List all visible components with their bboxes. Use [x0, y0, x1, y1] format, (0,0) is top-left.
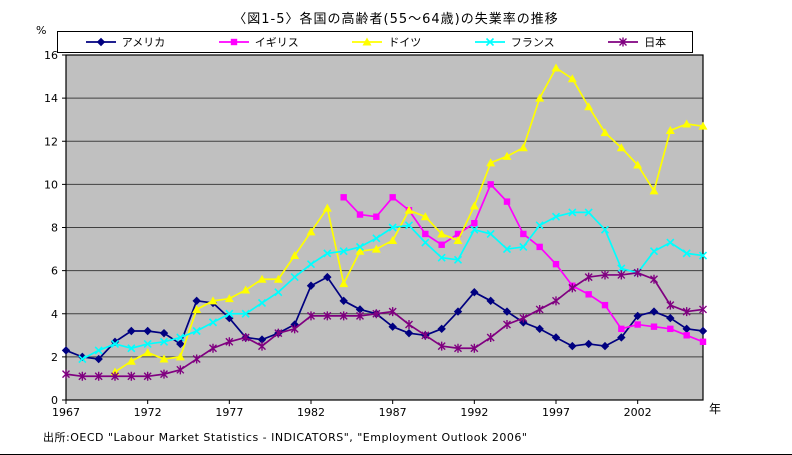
y-tick-label: 8: [51, 222, 58, 235]
gridlines: [66, 97, 703, 358]
series-france: [78, 208, 708, 364]
series-japan: [62, 268, 707, 381]
legend-label-japan: 日本: [644, 36, 667, 49]
legend-marker-japan-icon: [608, 37, 639, 47]
legend-marker-germany-icon: [352, 37, 383, 46]
source-citation: 出所:OECD "Labour Market Statistics - INDI…: [43, 431, 528, 444]
series-line-usa: [65, 276, 704, 360]
y-tick-label: 6: [51, 265, 58, 278]
legend-label-uk: イギリス: [254, 36, 299, 49]
y-axis: 0 2 4 6 8 10 12 14 16: [44, 49, 66, 407]
chart-title: 〈図1-5〉各国の高齢者(55〜64歳)の失業率の推移: [233, 12, 559, 27]
legend-marker-uk-icon: [218, 38, 249, 46]
legend-item-uk: イギリス: [217, 34, 299, 50]
x-tick-label: 1992: [460, 406, 488, 419]
y-tick-label: 2: [51, 351, 58, 364]
legend-marker-france-icon: [474, 37, 505, 47]
legend-marker-usa-icon: [85, 37, 116, 47]
y-tick-label: 4: [51, 308, 58, 321]
x-tick-label: 2002: [624, 406, 652, 419]
y-tick-label: 10: [44, 178, 58, 191]
x-axis-unit-label: 年: [709, 402, 722, 416]
x-tick-label: 1997: [542, 406, 570, 419]
x-tick-label: 1977: [215, 406, 243, 419]
y-axis-unit-label: %: [36, 24, 47, 37]
legend: アメリカ イギリス ドイツ フランス 日本: [57, 31, 693, 53]
x-tick-label: 1967: [52, 406, 80, 419]
x-tick-label: 1972: [134, 406, 162, 419]
legend-item-japan: 日本: [606, 34, 666, 50]
legend-item-france: フランス: [473, 34, 555, 50]
y-tick-label: 16: [44, 49, 58, 62]
legend-item-germany: ドイツ: [350, 34, 421, 50]
legend-label-germany: ドイツ: [388, 36, 422, 49]
y-tick-label: 14: [44, 92, 58, 105]
x-tick-label: 1982: [297, 406, 325, 419]
x-axis: 1967 1972 1977 1982 1987 1992 1997 2002: [52, 400, 652, 419]
y-tick-label: 12: [44, 135, 58, 148]
x-tick-label: 1987: [379, 406, 407, 419]
legend-label-usa: アメリカ: [121, 36, 166, 49]
series-line-japan: [65, 271, 704, 378]
legend-label-france: フランス: [510, 36, 555, 49]
y-tick-label: 0: [51, 394, 58, 407]
legend-item-usa: アメリカ: [84, 34, 165, 50]
